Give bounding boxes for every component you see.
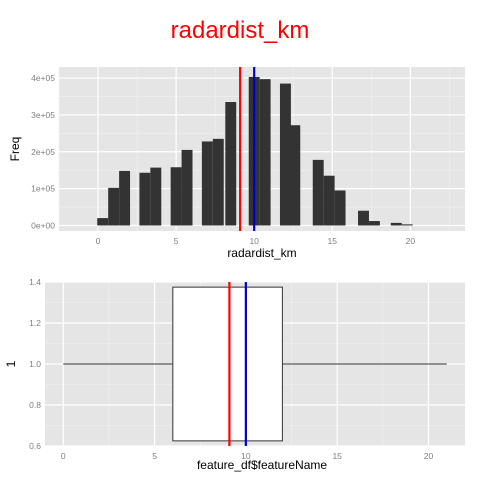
histogram-x-axis-title: radardist_km [227, 246, 296, 260]
boxplot-reference-lines [228, 282, 247, 446]
histogram-y-axis-title: Freq [8, 137, 22, 162]
boxplot-x-tick-labels: 0 5 10 15 20 [61, 451, 434, 461]
histogram-bar [323, 175, 335, 226]
histogram-bar [259, 79, 271, 226]
histogram-reference-lines [239, 67, 256, 231]
y-tick-label: 1.4 [29, 277, 41, 287]
histogram-bar [119, 170, 131, 226]
x-tick-label: 10 [241, 451, 251, 461]
histogram-bar [334, 190, 346, 226]
histogram-x-tick-labels: 0 5 10 15 20 [96, 236, 416, 246]
chart-title: radardist_km [171, 17, 310, 44]
boxplot-y-tick-labels: 0.6 0.8 1.0 1.2 1.4 [29, 277, 41, 451]
y-tick-label: 1.2 [29, 318, 41, 328]
histogram-bar [312, 159, 324, 226]
boxplot-y-axis-title: 1 [4, 360, 18, 367]
boxplot-panel: 0 5 10 15 20 0.6 0.8 1.0 1.2 1.4 feature_df$feat… [4, 277, 465, 472]
histogram-bar [212, 138, 224, 226]
x-tick-label: 5 [174, 236, 179, 246]
y-tick-label: 0.6 [29, 441, 41, 451]
histogram-bar [108, 187, 120, 226]
y-tick-label: 1.0 [29, 359, 41, 369]
histogram-bar [390, 222, 402, 226]
histogram-bar [225, 102, 237, 226]
histogram-bar [368, 221, 380, 226]
histogram-bar [289, 125, 301, 226]
histogram-bar [279, 83, 291, 226]
x-tick-label: 5 [152, 451, 157, 461]
x-tick-label: 15 [332, 451, 342, 461]
histogram-panel: 0 5 10 15 20 0e+00 1e+05 2e+05 3e+05 4e+05 radar… [8, 67, 465, 260]
histogram-bar [170, 167, 182, 226]
histogram-y-tick-labels: 0e+00 1e+05 2e+05 3e+05 4e+05 [31, 73, 55, 230]
histogram-bar [201, 141, 213, 226]
y-tick-label: 0.8 [29, 400, 41, 410]
x-tick-label: 0 [96, 236, 101, 246]
y-tick-label: 3e+05 [31, 110, 55, 120]
x-tick-label: 10 [249, 236, 259, 246]
y-tick-label: 1e+05 [31, 184, 55, 194]
boxplot-x-axis-title: feature_df$featureName [197, 458, 327, 472]
y-tick-label: 0e+00 [31, 220, 55, 230]
x-tick-label: 20 [406, 236, 416, 246]
histogram-bar [401, 224, 413, 226]
x-tick-label: 20 [424, 451, 434, 461]
box-iqr [172, 286, 283, 442]
histogram-bar [150, 167, 162, 226]
y-tick-label: 2e+05 [31, 147, 55, 157]
x-tick-label: 15 [328, 236, 338, 246]
histogram-bar [181, 149, 193, 226]
histogram-bar [139, 172, 151, 226]
histogram-bar [358, 210, 369, 226]
x-tick-label: 0 [61, 451, 66, 461]
y-tick-label: 4e+05 [31, 73, 55, 83]
histogram-bar [97, 218, 109, 226]
